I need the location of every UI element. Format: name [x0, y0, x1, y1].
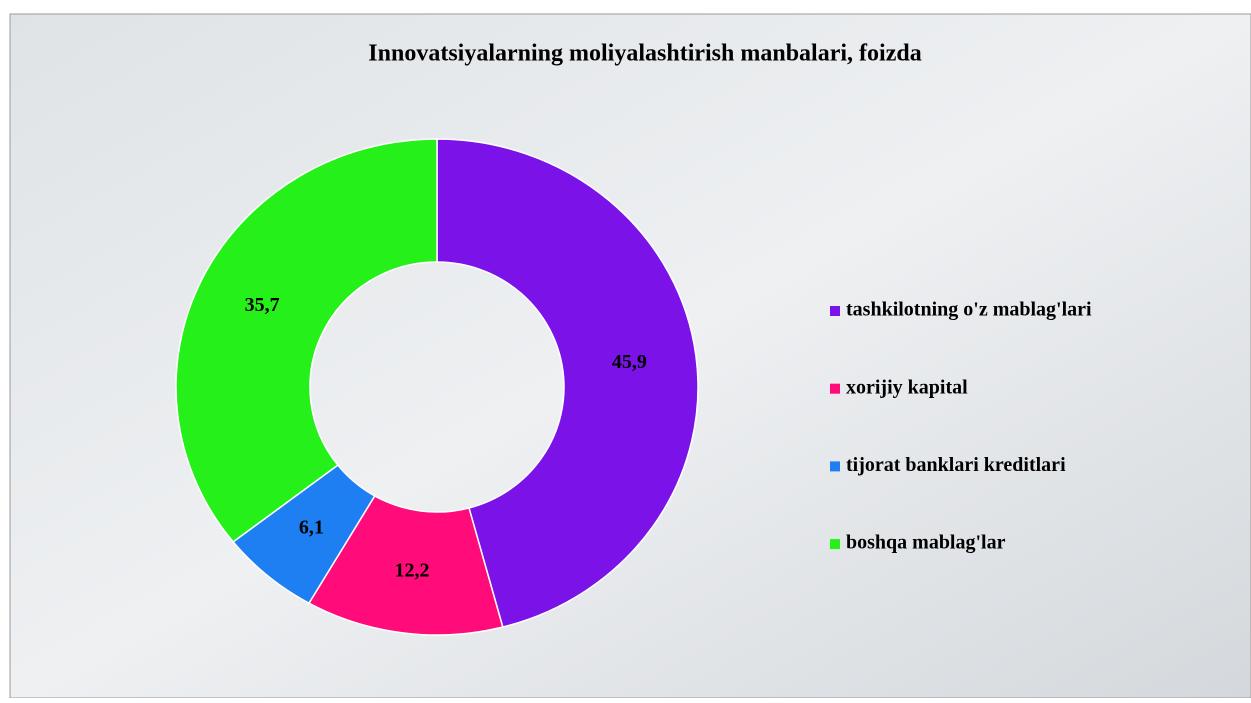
- data-label: 35,7: [245, 294, 280, 316]
- legend-label: boshqa mablag'lar: [846, 532, 1006, 554]
- chart-title: Innovatsiyalarning moliyalashtirish manb…: [368, 41, 921, 67]
- legend-swatch: [830, 461, 840, 471]
- data-label: 12,2: [395, 560, 430, 582]
- legend-label: tashkilotning o'z mablag'lari: [846, 299, 1092, 321]
- page: {"chart_data": {"type": "donut", "title"…: [0, 0, 1251, 698]
- legend-swatch: [830, 384, 840, 394]
- data-label: 6,1: [299, 517, 324, 539]
- legend-label: xorijiy kapital: [846, 376, 968, 398]
- data-label: 45,9: [612, 351, 647, 373]
- chart: Innovatsiyalarning moliyalashtirish manb…: [0, 0, 1251, 698]
- legend-label: tijorat banklari kreditlari: [846, 454, 1066, 476]
- legend-swatch: [830, 539, 840, 549]
- legend-swatch: [830, 306, 840, 316]
